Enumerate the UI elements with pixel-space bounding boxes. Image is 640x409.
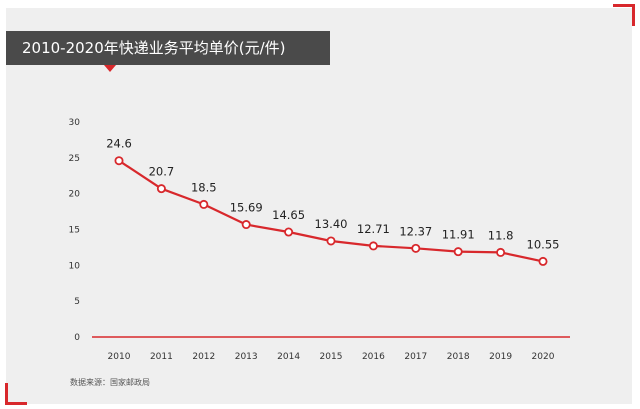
data-label: 11.8: [488, 228, 514, 242]
data-point: [368, 241, 378, 251]
y-tick-label: 30: [69, 118, 81, 128]
x-tick-label: 2013: [235, 352, 258, 362]
data-point: [326, 236, 336, 246]
series-line: [118, 159, 544, 263]
data-label: 12.71: [357, 222, 390, 236]
x-tick-label: 2016: [362, 352, 385, 362]
corner-accent-top-right: [613, 4, 635, 26]
data-label: 24.6: [106, 137, 132, 151]
x-tick-label: 2011: [150, 352, 173, 362]
source-note: 数据来源：国家邮政局: [70, 378, 150, 387]
chart-panel: [6, 8, 632, 404]
data-label: 10.55: [527, 237, 560, 251]
data-label: 20.7: [149, 165, 175, 179]
data-label: 18.5: [191, 180, 217, 194]
y-tick-label: 5: [74, 297, 80, 307]
y-axis-ticks: 0 5 10 15 20 25 30: [69, 118, 81, 343]
data-point: [156, 184, 166, 194]
data-point: [114, 156, 124, 166]
y-tick-label: 0: [74, 333, 80, 343]
data-point: [496, 247, 506, 257]
y-tick-label: 20: [69, 190, 81, 200]
x-tick-label: 2010: [108, 352, 131, 362]
title-pointer: [104, 65, 116, 72]
x-tick-label: 2017: [404, 352, 427, 362]
data-point: [241, 220, 251, 230]
corner-accent-bottom-left: [5, 383, 27, 405]
data-point: [199, 199, 209, 209]
x-tick-label: 2015: [320, 352, 343, 362]
y-tick-label: 15: [69, 226, 80, 236]
y-tick-label: 10: [69, 261, 81, 271]
x-axis-ticks: 2010 2011 2012 2013 2014 2015 2016 2017 2018 2019…: [108, 352, 555, 362]
x-tick-label: 2020: [532, 352, 555, 362]
data-labels: 24.6 20.7 18.5 15.69 14.65 13.40 12.71 12.37 11.…: [106, 137, 559, 252]
x-tick-label: 2012: [192, 352, 215, 362]
data-label: 15.69: [230, 201, 263, 215]
y-tick-label: 25: [69, 154, 80, 164]
data-point: [284, 227, 294, 237]
data-points: [114, 156, 548, 266]
data-point: [538, 256, 548, 266]
x-tick-label: 2019: [489, 352, 512, 362]
data-label: 12.37: [399, 224, 432, 238]
x-tick-label: 2014: [277, 352, 300, 362]
data-label: 11.91: [442, 228, 475, 242]
data-label: 14.65: [272, 208, 305, 222]
data-point: [453, 247, 463, 257]
data-point: [411, 243, 421, 253]
x-tick-label: 2018: [447, 352, 470, 362]
chart-title: 2010-2020年快递业务平均单价(元/件): [6, 31, 330, 65]
data-label: 13.40: [315, 217, 348, 231]
